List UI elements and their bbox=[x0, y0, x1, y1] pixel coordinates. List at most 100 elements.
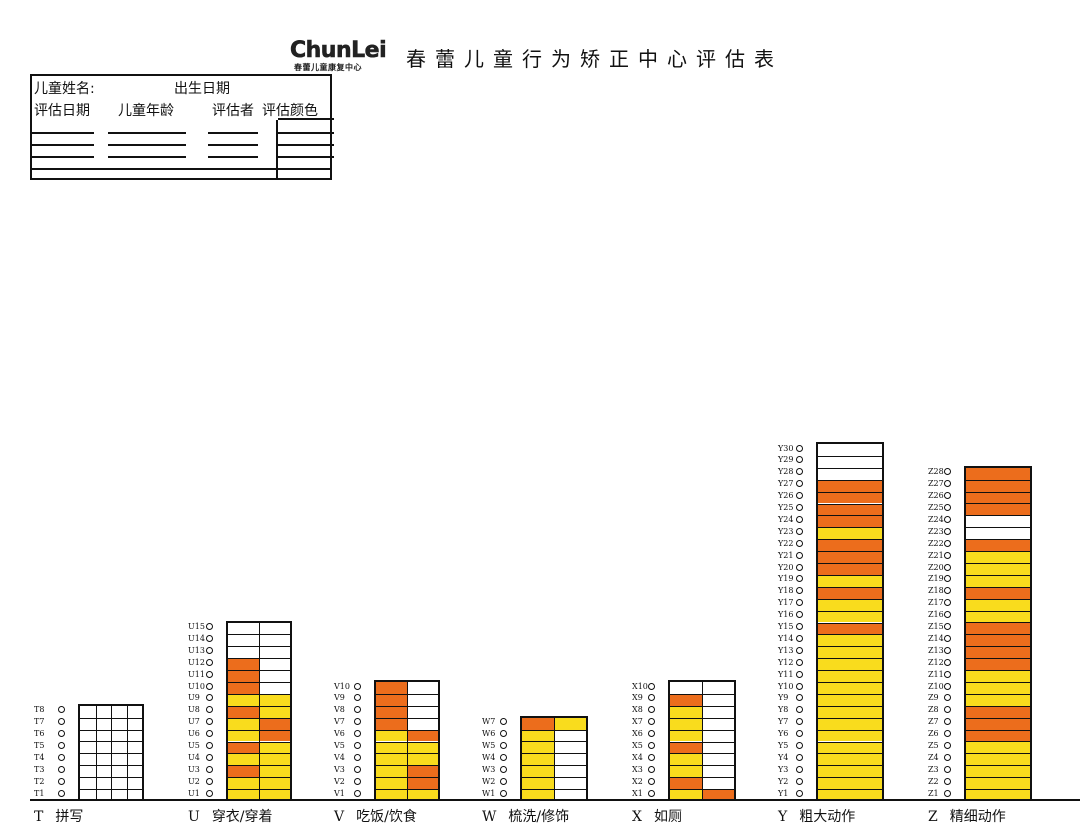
score-cell-t4[interactable] bbox=[111, 753, 127, 766]
item-checkbox-x9[interactable] bbox=[648, 694, 655, 702]
score-cell-t7[interactable] bbox=[126, 717, 142, 730]
item-checkbox-u3[interactable] bbox=[206, 765, 213, 773]
item-checkbox-y28[interactable] bbox=[796, 468, 803, 476]
score-cell-t5[interactable] bbox=[95, 741, 111, 754]
score-cell-t4[interactable] bbox=[80, 753, 96, 766]
score-cell-z16[interactable] bbox=[966, 610, 1030, 623]
item-checkbox-z24[interactable] bbox=[944, 515, 951, 523]
item-checkbox-y20[interactable] bbox=[796, 563, 803, 571]
score-cell-v4[interactable] bbox=[407, 753, 438, 766]
score-cell-u14[interactable] bbox=[259, 634, 290, 647]
item-checkbox-x2[interactable] bbox=[648, 777, 655, 785]
score-cell-y26[interactable] bbox=[818, 491, 882, 504]
score-cell-x10[interactable] bbox=[702, 682, 734, 694]
item-checkbox-u15[interactable] bbox=[206, 623, 213, 630]
score-cell-v1[interactable] bbox=[376, 789, 407, 801]
score-cell-t7[interactable] bbox=[95, 717, 111, 730]
item-checkbox-y25[interactable] bbox=[796, 504, 803, 511]
item-checkbox-y9[interactable] bbox=[796, 694, 803, 702]
item-checkbox-u4[interactable] bbox=[206, 753, 213, 761]
score-cell-y28[interactable] bbox=[818, 467, 882, 480]
item-checkbox-z4[interactable] bbox=[944, 753, 951, 761]
item-checkbox-z10[interactable] bbox=[944, 682, 951, 690]
item-checkbox-y27[interactable] bbox=[796, 480, 803, 488]
score-cell-v9[interactable] bbox=[407, 693, 438, 706]
score-cell-t3[interactable] bbox=[111, 765, 127, 778]
item-checkbox-u14[interactable] bbox=[206, 634, 213, 642]
item-checkbox-y24[interactable] bbox=[796, 515, 803, 523]
score-cell-y5[interactable] bbox=[818, 741, 882, 754]
score-cell-z7[interactable] bbox=[966, 717, 1030, 730]
score-cell-t4[interactable] bbox=[126, 753, 142, 766]
score-cell-y22[interactable] bbox=[818, 539, 882, 552]
score-cell-z11[interactable] bbox=[966, 670, 1030, 682]
item-checkbox-t7[interactable] bbox=[58, 718, 65, 726]
score-cell-y18[interactable] bbox=[818, 586, 882, 599]
item-checkbox-y12[interactable] bbox=[796, 658, 803, 666]
score-cell-t3[interactable] bbox=[95, 765, 111, 778]
score-cell-t5[interactable] bbox=[111, 741, 127, 754]
item-checkbox-u8[interactable] bbox=[206, 706, 213, 714]
score-cell-y1[interactable] bbox=[818, 789, 882, 801]
item-checkbox-t4[interactable] bbox=[58, 753, 65, 761]
score-cell-x7[interactable] bbox=[702, 717, 734, 730]
score-cell-v7[interactable] bbox=[407, 717, 438, 730]
item-checkbox-w1[interactable] bbox=[500, 789, 507, 797]
score-cell-u9[interactable] bbox=[259, 693, 290, 706]
score-cell-y16[interactable] bbox=[818, 610, 882, 623]
item-checkbox-y13[interactable] bbox=[796, 646, 803, 654]
item-checkbox-z25[interactable] bbox=[944, 504, 951, 511]
score-cell-y3[interactable] bbox=[818, 765, 882, 778]
score-cell-y14[interactable] bbox=[818, 634, 882, 647]
item-checkbox-z23[interactable] bbox=[944, 527, 951, 535]
item-checkbox-y5[interactable] bbox=[796, 742, 803, 749]
item-checkbox-y18[interactable] bbox=[796, 587, 803, 595]
score-cell-u10[interactable] bbox=[228, 682, 259, 694]
score-cell-y21[interactable] bbox=[818, 551, 882, 563]
item-checkbox-y22[interactable] bbox=[796, 539, 803, 547]
item-checkbox-z19[interactable] bbox=[944, 575, 951, 583]
score-cell-u11[interactable] bbox=[228, 670, 259, 682]
item-checkbox-y15[interactable] bbox=[796, 623, 803, 630]
item-checkbox-u7[interactable] bbox=[206, 718, 213, 726]
item-checkbox-z8[interactable] bbox=[944, 706, 951, 714]
item-checkbox-z28[interactable] bbox=[944, 468, 951, 476]
score-cell-z13[interactable] bbox=[966, 646, 1030, 659]
score-cell-t1[interactable] bbox=[111, 789, 127, 801]
score-cell-z18[interactable] bbox=[966, 586, 1030, 599]
score-cell-z21[interactable] bbox=[966, 551, 1030, 563]
score-cell-z28[interactable] bbox=[966, 467, 1030, 480]
score-cell-t5[interactable] bbox=[80, 741, 96, 754]
score-cell-t1[interactable] bbox=[126, 789, 142, 801]
score-cell-u6[interactable] bbox=[259, 729, 290, 742]
score-cell-y4[interactable] bbox=[818, 753, 882, 766]
score-cell-w4[interactable] bbox=[554, 753, 586, 766]
item-checkbox-y6[interactable] bbox=[796, 730, 803, 738]
score-cell-v3[interactable] bbox=[407, 765, 438, 778]
score-cell-x4[interactable] bbox=[702, 753, 734, 766]
score-cell-v5[interactable] bbox=[376, 741, 407, 754]
score-cell-y20[interactable] bbox=[818, 563, 882, 575]
score-cell-w1[interactable] bbox=[554, 789, 586, 801]
item-checkbox-y14[interactable] bbox=[796, 634, 803, 642]
score-cell-t2[interactable] bbox=[111, 777, 127, 790]
score-cell-x8[interactable] bbox=[702, 705, 734, 718]
score-cell-w7[interactable] bbox=[554, 717, 586, 730]
item-checkbox-y21[interactable] bbox=[796, 551, 803, 559]
score-cell-t2[interactable] bbox=[126, 777, 142, 790]
item-checkbox-z11[interactable] bbox=[944, 670, 951, 678]
score-cell-t8[interactable] bbox=[126, 705, 142, 718]
score-cell-z6[interactable] bbox=[966, 729, 1030, 742]
score-cell-z15[interactable] bbox=[966, 622, 1030, 635]
item-checkbox-v9[interactable] bbox=[354, 694, 361, 702]
item-checkbox-y17[interactable] bbox=[796, 599, 803, 607]
score-cell-v3[interactable] bbox=[376, 765, 407, 778]
score-cell-x2[interactable] bbox=[702, 777, 734, 790]
item-checkbox-y23[interactable] bbox=[796, 527, 803, 535]
item-checkbox-u10[interactable] bbox=[206, 682, 213, 690]
score-cell-u7[interactable] bbox=[259, 717, 290, 730]
score-cell-x5[interactable] bbox=[702, 741, 734, 754]
score-cell-x5[interactable] bbox=[670, 741, 702, 754]
score-cell-u12[interactable] bbox=[259, 658, 290, 671]
item-checkbox-y3[interactable] bbox=[796, 765, 803, 773]
